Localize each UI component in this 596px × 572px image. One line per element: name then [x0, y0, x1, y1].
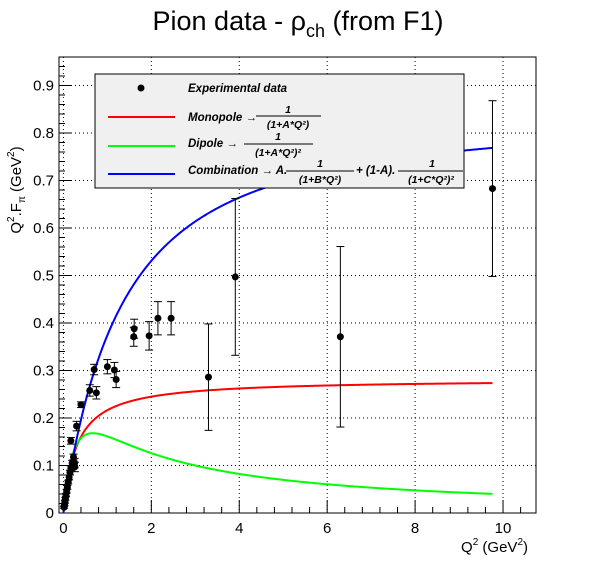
- y-axis-title: Q2.Fπ (GeV2): [6, 146, 28, 233]
- experimental-data-points: [60, 100, 497, 511]
- y-tick-label: 0.5: [33, 268, 54, 285]
- monopole-curve: [62, 382, 493, 514]
- y-tick-label: 0: [46, 505, 54, 522]
- y-tick-label: 0.6: [33, 220, 54, 237]
- legend-comb-mid: + (1-A).: [356, 165, 395, 177]
- legend-marker-experimental: [137, 84, 145, 92]
- x-tick-label: 6: [323, 520, 331, 537]
- data-point: [85, 384, 94, 397]
- data-marker: [71, 463, 79, 471]
- data-marker: [488, 185, 496, 193]
- legend: Experimental data Monopole → 1 (1+A*Q²) …: [94, 73, 465, 189]
- data-marker: [167, 314, 175, 322]
- data-point: [231, 198, 240, 356]
- legend-monopole-num: 1: [285, 104, 291, 116]
- y-tick-label: 0.9: [33, 78, 54, 95]
- legend-label-experimental: Experimental data: [188, 83, 288, 95]
- y-tick-label: 0.8: [33, 125, 54, 142]
- data-marker: [231, 273, 239, 281]
- data-marker: [90, 366, 98, 374]
- axis-ticks: [59, 66, 522, 514]
- data-point: [204, 323, 213, 431]
- data-point: [130, 318, 139, 339]
- legend-entry-combination: Combination → A. 1 (1+B*Q²) + (1-A). 1 (…: [108, 158, 463, 186]
- x-tick-label: 2: [147, 520, 155, 537]
- dipole-curve: [62, 432, 493, 514]
- legend-label-monopole: Monopole →: [188, 112, 257, 124]
- data-point: [72, 420, 81, 432]
- data-marker: [63, 483, 71, 491]
- data-marker: [92, 389, 100, 397]
- legend-dipole-num: 1: [275, 131, 281, 143]
- data-marker: [70, 453, 78, 461]
- y-tick-label: 0.3: [33, 363, 54, 380]
- chart-title: Pion data - ρch (from F1): [153, 6, 444, 41]
- data-point: [167, 301, 176, 336]
- legend-dipole-den: (1+A*Q²)²: [255, 147, 301, 159]
- data-marker: [204, 373, 212, 381]
- data-marker: [103, 363, 111, 371]
- data-marker: [112, 376, 120, 384]
- y-tick-label: 0.2: [33, 410, 54, 427]
- data-marker: [110, 366, 118, 374]
- legend-box: [94, 73, 465, 189]
- x-tick-label: 4: [235, 520, 243, 537]
- legend-entry-monopole: Monopole → 1 (1+A*Q²): [108, 104, 321, 131]
- data-point: [112, 370, 121, 389]
- data-point: [92, 386, 101, 400]
- y-tick-labels: 0 0.1 0.2 0.3 0.4 0.5 0.6 0.7 0.8 0.9: [33, 78, 54, 523]
- data-marker: [86, 386, 94, 394]
- y-tick-label: 0.4: [33, 315, 54, 332]
- x-tick-label: 10: [495, 520, 512, 537]
- data-point: [76, 401, 85, 409]
- x-tick-label: 8: [411, 520, 419, 537]
- y-tick-label: 0.1: [33, 458, 54, 475]
- fit-curves: [62, 146, 493, 514]
- legend-monopole-den: (1+A*Q²): [267, 119, 310, 131]
- chart-title-main: Pion data -: [153, 6, 291, 36]
- legend-comb-num1: 1: [317, 158, 323, 170]
- legend-label-dipole: Dipole →: [188, 138, 238, 150]
- chart-title-sub: ch: [306, 21, 325, 41]
- legend-entry-dipole: Dipole → 1 (1+A*Q²)²: [108, 131, 313, 159]
- data-point: [90, 363, 99, 376]
- data-point: [145, 321, 154, 351]
- data-point: [103, 359, 112, 375]
- data-marker: [73, 422, 81, 430]
- x-axis-title: Q2 (GeV2): [461, 537, 528, 556]
- data-marker: [336, 333, 344, 341]
- data-point: [69, 453, 78, 461]
- data-point: [488, 100, 497, 277]
- data-marker: [145, 332, 153, 340]
- data-marker: [67, 437, 75, 445]
- legend-entry-experimental: Experimental data: [137, 83, 288, 95]
- legend-comb-den2: (1+C*Q²)²: [408, 174, 454, 186]
- data-point: [66, 436, 75, 445]
- y-tick-label: 0.7: [33, 173, 54, 190]
- data-point: [110, 361, 119, 379]
- chart-title-tail: (from F1): [325, 6, 444, 36]
- combination-curve: [62, 146, 493, 514]
- data-point: [336, 246, 345, 428]
- x-tick-labels: 0 2 4 6 8 10: [59, 520, 511, 537]
- legend-label-combination: Combination → A.: [188, 165, 287, 177]
- data-marker: [77, 401, 85, 409]
- data-point: [70, 461, 79, 473]
- legend-comb-den1: (1+B*Q²): [299, 174, 342, 186]
- data-point: [153, 301, 162, 336]
- chart-title-rho: ρ: [291, 6, 306, 36]
- legend-comb-num2: 1: [429, 158, 435, 170]
- x-tick-label: 0: [59, 520, 67, 537]
- data-marker: [154, 314, 162, 322]
- data-marker: [130, 325, 138, 333]
